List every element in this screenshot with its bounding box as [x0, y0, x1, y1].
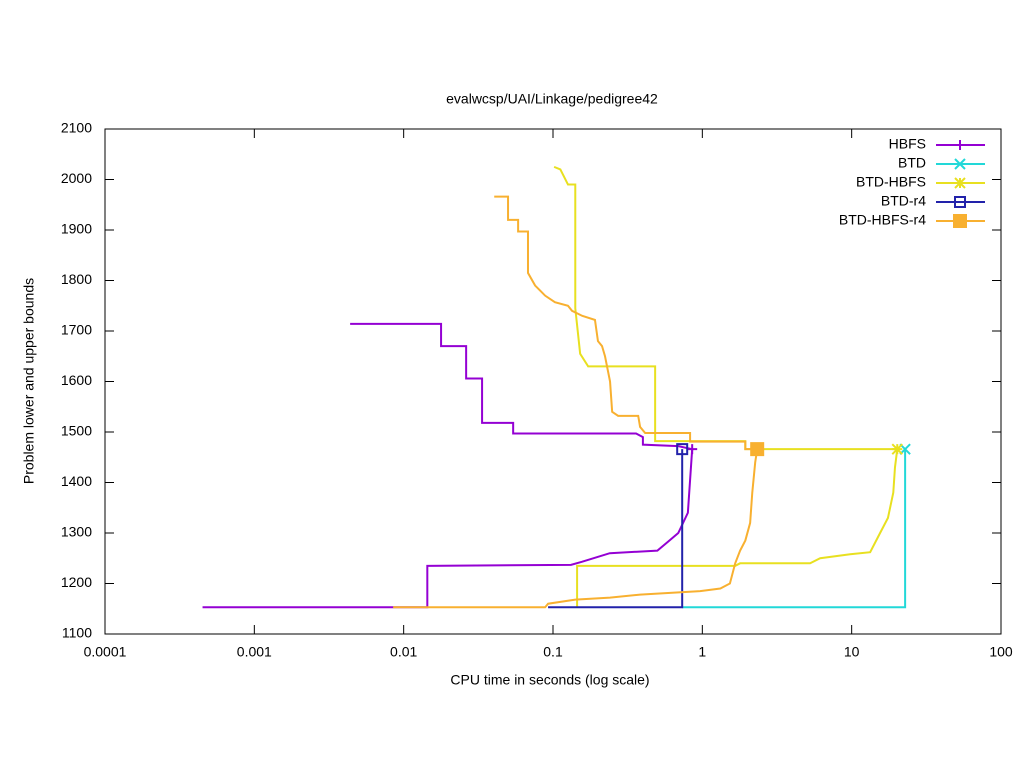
legend-marker: [953, 214, 967, 228]
legend-marker: [954, 177, 966, 189]
series-line: [350, 322, 693, 451]
x-tick-label: 1: [698, 644, 706, 660]
y-tick-label: 1200: [61, 574, 92, 590]
legend-marker: [955, 140, 965, 150]
y-tick-label: 1900: [61, 221, 92, 237]
series-line: [494, 195, 758, 451]
legend-label: BTD-r4: [881, 193, 926, 209]
legend-label: HBFS: [889, 136, 926, 152]
x-tick-label: 0.001: [237, 644, 272, 660]
legend-marker: [954, 196, 966, 208]
x-tick-label: 10: [844, 644, 860, 660]
y-tick-label: 1300: [61, 524, 92, 540]
marker: [687, 444, 698, 455]
x-tick-label: 100: [989, 644, 1013, 660]
y-tick-label: 2000: [61, 170, 92, 186]
x-tick-label: 0.01: [390, 644, 417, 660]
x-tick-label: 0.0001: [84, 644, 127, 660]
y-tick-label: 1100: [62, 625, 92, 641]
y-tick-label: 1600: [61, 372, 92, 388]
y-tick-label: 2100: [61, 120, 92, 136]
x-axis-label: CPU time in seconds (log scale): [450, 672, 649, 688]
chart-title: evalwcsp/UAI/Linkage/pedigree42: [446, 91, 658, 107]
marker: [891, 443, 903, 455]
legend-label: BTD-HBFS: [856, 174, 926, 190]
marker: [676, 443, 689, 456]
legend-label: BTD: [898, 155, 926, 171]
y-tick-label: 1400: [61, 473, 92, 489]
legend-marker: [954, 158, 966, 170]
y-tick-label: 1500: [61, 423, 92, 439]
marker: [750, 442, 765, 457]
series-line: [682, 449, 907, 609]
legend-label: BTD-HBFS-r4: [839, 212, 926, 228]
x-tick-label: 0.1: [543, 644, 563, 660]
y-axis-label: Problem lower and upper bounds: [21, 278, 37, 484]
y-tick-label: 1800: [61, 271, 92, 287]
y-tick-label: 1700: [61, 322, 92, 338]
series-line: [393, 449, 759, 609]
series-line: [548, 449, 684, 609]
